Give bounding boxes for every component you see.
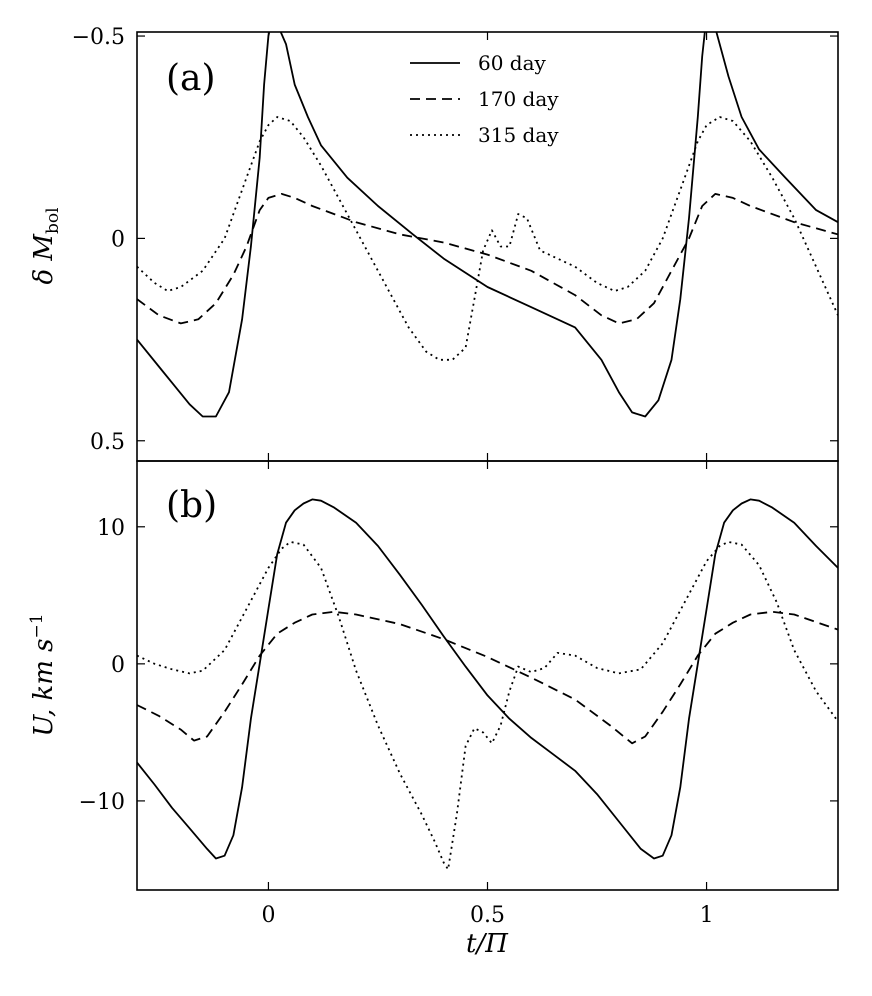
panel-a-series-315-day [137, 116, 838, 361]
legend-label-170-day: 170 day [478, 87, 559, 111]
panel-a-ylabel: δ Mbol [29, 207, 63, 284]
panel-a-series-group [137, 32, 838, 418]
panel-a-label: (a) [166, 58, 216, 99]
panel-a-ylabel-main: δ M [29, 233, 59, 285]
panel-b-y-tick-label: 10 [97, 516, 125, 541]
panel-a-series-60-day [137, 32, 838, 418]
x-tick-label: 0 [261, 903, 275, 928]
panel-a-y-tick-label: 0 [111, 227, 125, 252]
panel-a-ticks-group: −0.5 0 0.5 [72, 25, 838, 461]
x-tick-label: 0.5 [470, 903, 505, 928]
panel-b-y-tick-label: −10 [79, 790, 125, 815]
panel-b-frame [136, 460, 839, 891]
panel-b-ylabel-sup: −1 [27, 613, 47, 638]
legend: 60 day 170 day 315 day [410, 51, 559, 147]
panel-b-series-60-day [137, 498, 838, 860]
panel-a-ylabel-sub: bol [43, 207, 63, 234]
panel-b-ylabel: U, km s−1 [27, 613, 59, 736]
panel-b-series-170-day [137, 610, 838, 745]
panel-b-label: (b) [166, 485, 217, 526]
panel-b-ticks-group: 0 0.5 1 −10 0 10 [79, 461, 838, 928]
legend-label-315-day: 315 day [478, 123, 559, 147]
x-axis-label: t/Π [466, 929, 509, 959]
panel-a-series-170-day [137, 193, 838, 325]
panel-a-y-tick-label: 0.5 [90, 430, 125, 455]
panel-a-y-tick-label: −0.5 [72, 25, 125, 50]
panel-b-series-group [137, 498, 838, 871]
panel-b: 0 0.5 1 −10 0 10 (b) U, km s−1 t/Π [27, 460, 839, 959]
panel-b-series-315-day [137, 541, 838, 871]
panel-b-y-tick-label: 0 [111, 653, 125, 678]
x-tick-label: 1 [700, 903, 714, 928]
panel-b-ylabel-main: U, km s [29, 638, 59, 736]
panel-a: −0.5 0 0.5 (a) 60 day 170 day 315 day δ Mb… [29, 25, 839, 462]
legend-label-60-day: 60 day [478, 51, 547, 75]
